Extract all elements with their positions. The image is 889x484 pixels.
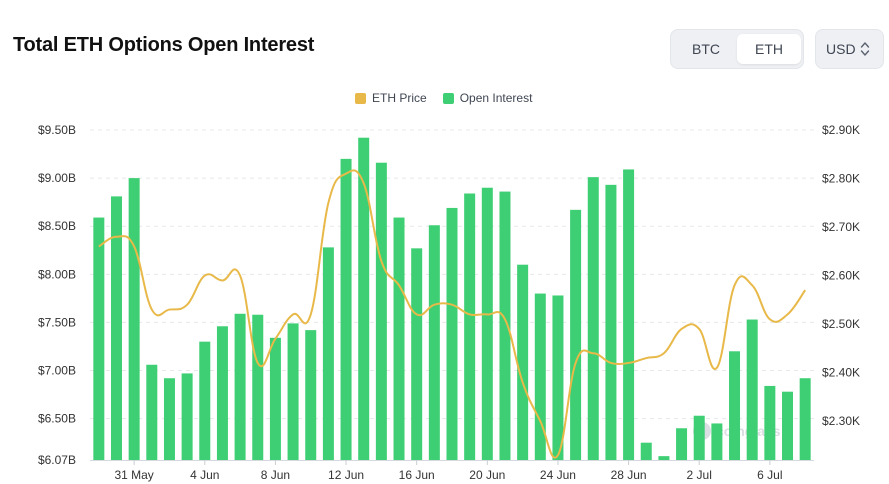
bar-open-interest [358, 137, 370, 461]
y-right-tick-label: $2.30K [822, 414, 860, 428]
x-tick-label: 8 Jun [261, 468, 290, 482]
bar-open-interest [782, 391, 794, 460]
page-title: Total ETH Options Open Interest [13, 34, 315, 56]
bar-open-interest [93, 217, 105, 460]
bar-open-interest [269, 337, 281, 460]
y-left-tick-label: $8.00B [38, 267, 76, 281]
bar-open-interest [640, 442, 652, 460]
bar-open-interest [570, 209, 582, 460]
bar-series-open-interest [93, 137, 811, 461]
x-tick-label: 4 Jun [190, 468, 219, 482]
legend-swatch-eth-price [355, 92, 366, 104]
bar-open-interest [464, 193, 476, 460]
y-axis-right: $2.90K $2.80K $2.70K $2.60K $2.50K $2.40K $2.3… [822, 123, 860, 428]
bar-open-interest [481, 187, 493, 460]
btc-toggle-button[interactable]: BTC [692, 41, 720, 57]
y-right-tick-label: $2.90K [822, 123, 860, 137]
bar-open-interest [393, 217, 405, 460]
y-right-tick-label: $2.70K [822, 220, 860, 234]
y-left-tick-label: $8.50B [38, 219, 76, 233]
bar-open-interest [340, 158, 352, 460]
bar-open-interest [110, 196, 122, 461]
y-left-tick-label: $7.00B [38, 364, 76, 378]
legend-item-eth-price[interactable]: ETH Price [355, 91, 427, 105]
bar-open-interest [799, 378, 811, 460]
currency-select-label: USD [826, 41, 856, 57]
y-right-tick-label: $2.60K [822, 269, 860, 283]
chevron-up-down-icon [860, 40, 870, 61]
y-left-tick-label: $7.50B [38, 315, 76, 329]
x-tick-label: 20 Jun [469, 468, 505, 482]
eth-toggle-button[interactable]: ETH [737, 34, 801, 64]
bar-open-interest [605, 184, 617, 460]
bar-open-interest [623, 169, 635, 461]
y-left-tick-label: $9.00B [38, 171, 76, 185]
bar-open-interest [287, 323, 299, 460]
bar-open-interest [375, 162, 387, 460]
bar-open-interest [305, 330, 317, 460]
y-axis-left: $9.50B $9.00B $8.50B $8.00B $7.50B $7.00B $6.5… [38, 123, 76, 467]
bar-open-interest [552, 295, 564, 460]
x-tick-label: 2 Jul [687, 468, 712, 482]
chart-legend: ETH Price Open Interest [355, 91, 548, 105]
y-left-tick-label: $6.07B [38, 453, 76, 467]
legend-label-open-interest: Open Interest [459, 91, 533, 105]
y-right-tick-label: $2.80K [822, 172, 860, 186]
legend-swatch-open-interest [442, 92, 454, 104]
x-tick-label: 24 Jun [540, 468, 576, 482]
y-right-tick-label: $2.40K [822, 366, 860, 380]
bar-open-interest [658, 456, 670, 460]
x-axis: 31 May 4 Jun 8 Jun 12 Jun 16 Jun 20 Jun 24 Jun… [114, 460, 783, 482]
bar-open-interest [711, 423, 723, 460]
bar-open-interest [146, 364, 158, 460]
legend-label-eth-price: ETH Price [372, 91, 427, 105]
y-right-tick-label: $2.50K [822, 317, 860, 331]
legend-item-open-interest[interactable]: Open Interest [442, 91, 533, 105]
bar-open-interest [163, 378, 175, 460]
x-tick-label: 16 Jun [399, 468, 435, 482]
bar-open-interest [729, 351, 741, 460]
currency-select[interactable]: USD [815, 29, 884, 69]
bar-open-interest [587, 177, 599, 460]
bar-open-interest [411, 248, 423, 460]
bar-open-interest [322, 247, 334, 460]
y-left-tick-label: $9.50B [38, 123, 76, 137]
bar-open-interest [746, 319, 758, 460]
x-tick-label: 31 May [114, 468, 153, 482]
bar-open-interest [693, 415, 705, 460]
x-tick-label: 12 Jun [328, 468, 364, 482]
eth-price-line [98, 169, 806, 459]
bar-open-interest [517, 264, 529, 460]
x-tick-label: 28 Jun [611, 468, 647, 482]
y-left-tick-label: $6.50B [38, 412, 76, 426]
bar-open-interest [764, 385, 776, 460]
bar-open-interest [428, 225, 440, 460]
bar-open-interest [676, 428, 688, 460]
bar-open-interest [446, 207, 458, 460]
bar-open-interest [499, 191, 511, 460]
bar-open-interest [216, 326, 228, 460]
bar-open-interest [181, 373, 193, 460]
bar-open-interest [199, 341, 211, 460]
bar-open-interest [252, 314, 264, 460]
line-series-eth-price [98, 169, 806, 459]
x-tick-label: 6 Jul [757, 468, 782, 482]
bar-open-interest [534, 293, 546, 460]
bar-open-interest [128, 178, 140, 460]
asset-toggle: BTC ETH [670, 29, 804, 69]
bar-open-interest [234, 313, 246, 460]
